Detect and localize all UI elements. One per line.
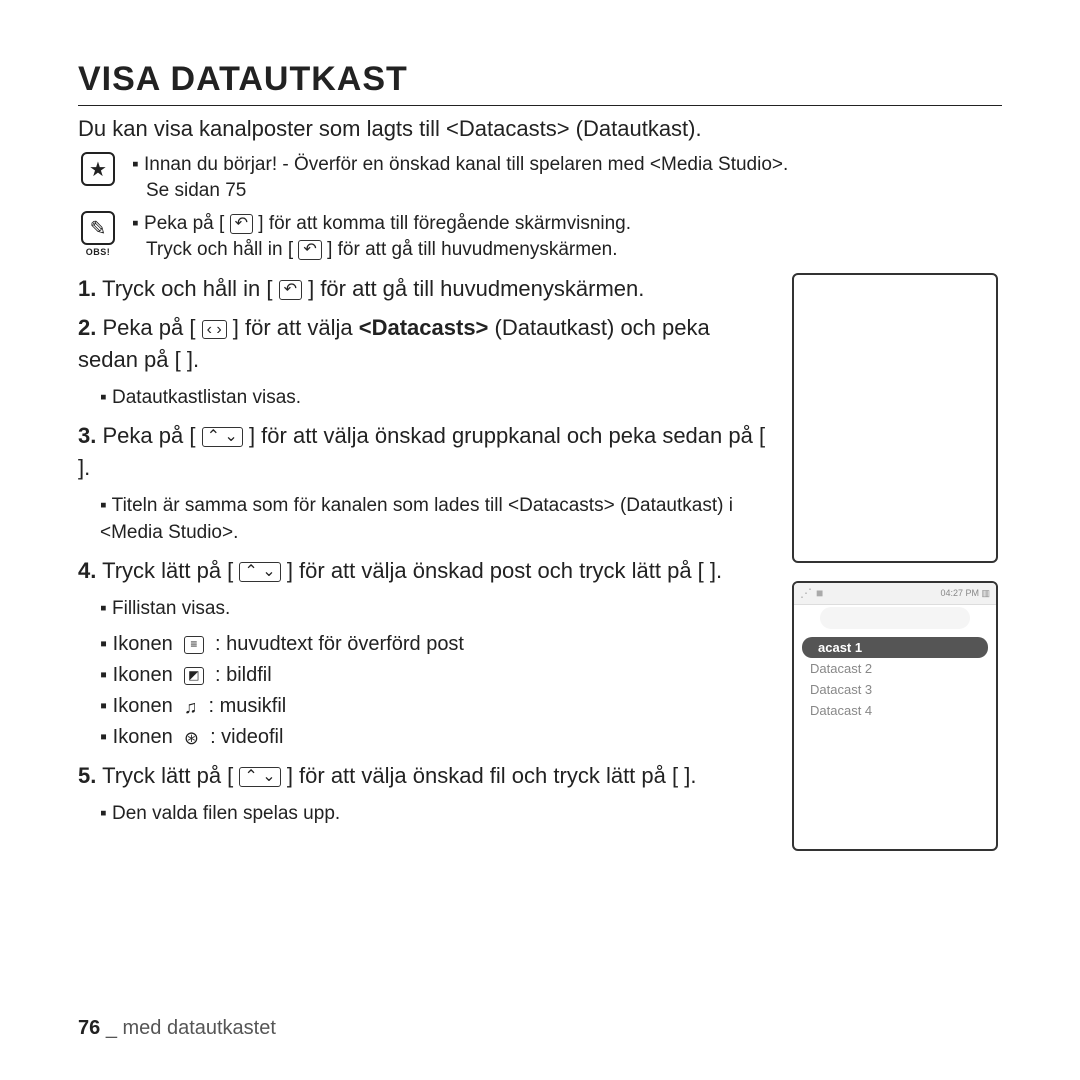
page-title: VISA DATAUTKAST — [78, 60, 1002, 99]
music-file-icon: ♫ — [184, 694, 198, 720]
up-down-icon: ⌃ ⌄ — [239, 767, 280, 787]
step-4: 4. Tryck lätt på [ ⌃ ⌄ ] för att välja ö… — [78, 555, 768, 587]
back-icon: ↶ — [298, 240, 321, 260]
step-5-sub: Den valda filen spelas upp. — [100, 800, 768, 828]
up-down-icon: ⌃ ⌄ — [239, 562, 280, 582]
icon-text-line: Ikonen ≡ : huvudtext för överförd post — [100, 630, 768, 659]
left-right-icon: ‹ › — [202, 320, 227, 340]
up-down-icon: ⌃ ⌄ — [202, 427, 243, 447]
step-4-sub: Fillistan visas. — [100, 595, 768, 623]
device-mock-2: ⋰■ 04:27 PM ▥ acast 1 Datacast 2 Datacas… — [792, 581, 998, 851]
list-item[interactable]: Datacast 3 — [794, 679, 996, 700]
step-3-sub: Titeln är samma som för kanalen som lade… — [100, 492, 768, 547]
status-time: 04:27 PM ▥ — [940, 588, 990, 599]
step-1: 1. Tryck och håll in [ ↶ ] för att gå ti… — [78, 273, 768, 305]
text-file-icon: ≡ — [184, 636, 204, 654]
page-footer: 76 _ med datautkastet — [78, 1017, 276, 1040]
icon-music-line: Ikonen ♫ : musikfil — [100, 692, 768, 721]
obs-label: OBS! — [86, 247, 111, 257]
list-item[interactable]: acast 1 — [802, 637, 988, 658]
device-mock-1 — [792, 273, 998, 563]
step-2-sub: Datautkastlistan visas. — [100, 384, 768, 412]
back-icon: ↶ — [279, 280, 302, 300]
status-bar: ⋰■ 04:27 PM ▥ — [794, 583, 996, 605]
step-3: 3. Peka på [ ⌃ ⌄ ] för att välja önskad … — [78, 420, 768, 484]
note-before-start: Innan du börjar! - Överför en önskad kan… — [132, 152, 788, 203]
star-icon: ★ — [81, 152, 115, 186]
title-oval — [820, 607, 970, 629]
intro-text: Du kan visa kanalposter som lagts till <… — [78, 116, 1002, 142]
step-5: 5. Tryck lätt på [ ⌃ ⌄ ] för att välja ö… — [78, 760, 768, 792]
video-file-icon: ⊛ — [184, 725, 199, 751]
datacast-list: acast 1 Datacast 2 Datacast 3 Datacast 4 — [794, 633, 996, 725]
pen-icon: ✎ — [81, 211, 115, 245]
image-file-icon: ◩ — [184, 667, 204, 685]
divider — [78, 105, 1002, 106]
icon-video-line: Ikonen ⊛ : videofil — [100, 723, 768, 752]
icon-image-line: Ikonen ◩ : bildfil — [100, 661, 768, 690]
list-item[interactable]: Datacast 4 — [794, 700, 996, 721]
back-icon: ↶ — [230, 214, 253, 234]
rss-icon: ⋰ — [800, 586, 812, 600]
step-2: 2. Peka på [ ‹ › ] för att välja <Dataca… — [78, 312, 768, 376]
list-item[interactable]: Datacast 2 — [794, 658, 996, 679]
note-obs: Peka på [ ↶ ] för att komma till föregåe… — [132, 211, 631, 262]
